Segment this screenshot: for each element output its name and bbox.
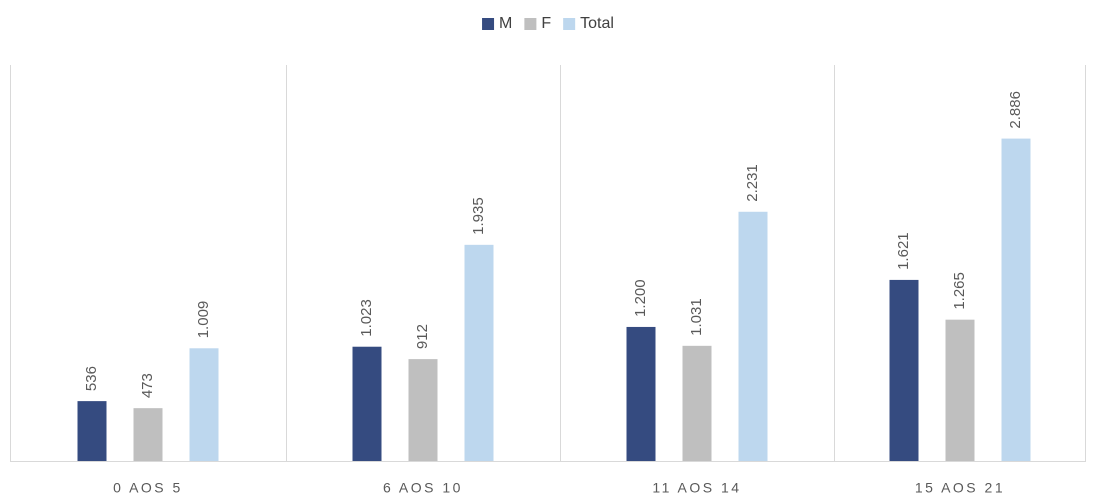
legend-swatch (482, 18, 495, 30)
bar (738, 211, 768, 461)
data-label: 1.031 (688, 298, 705, 336)
legend-label: Total (580, 15, 614, 32)
legend-swatch (563, 18, 576, 30)
data-label: 2.231 (744, 164, 761, 202)
bar (352, 346, 382, 461)
legend-label: F (541, 15, 551, 32)
separators (10, 65, 1086, 462)
data-label: 1.023 (358, 299, 375, 337)
bar (626, 326, 656, 461)
bar (189, 348, 219, 461)
x-tick-label: 6 AOS 10 (383, 480, 463, 496)
bar (945, 319, 975, 461)
data-label: 1.009 (195, 301, 212, 339)
x-tick-label: 11 AOS 14 (652, 480, 741, 496)
data-label: 473 (139, 373, 156, 398)
legend-swatch (524, 18, 537, 30)
data-label: 1.935 (470, 197, 487, 235)
data-label: 1.200 (632, 279, 649, 317)
legend-label: M (499, 15, 512, 32)
bar (77, 401, 107, 461)
bar (464, 244, 494, 461)
data-label: 1.621 (895, 232, 912, 270)
bar (682, 345, 712, 461)
x-tick-label: 0 AOS 5 (113, 480, 183, 496)
data-label: 912 (414, 324, 431, 349)
data-label: 1.265 (951, 272, 968, 310)
data-label: 536 (83, 366, 100, 391)
bar (889, 279, 919, 461)
bar (1001, 138, 1031, 461)
data-label: 2.886 (1007, 91, 1024, 129)
x-tick-label: 15 AOS 21 (915, 480, 1005, 496)
bar (133, 408, 163, 461)
bar (408, 359, 438, 461)
